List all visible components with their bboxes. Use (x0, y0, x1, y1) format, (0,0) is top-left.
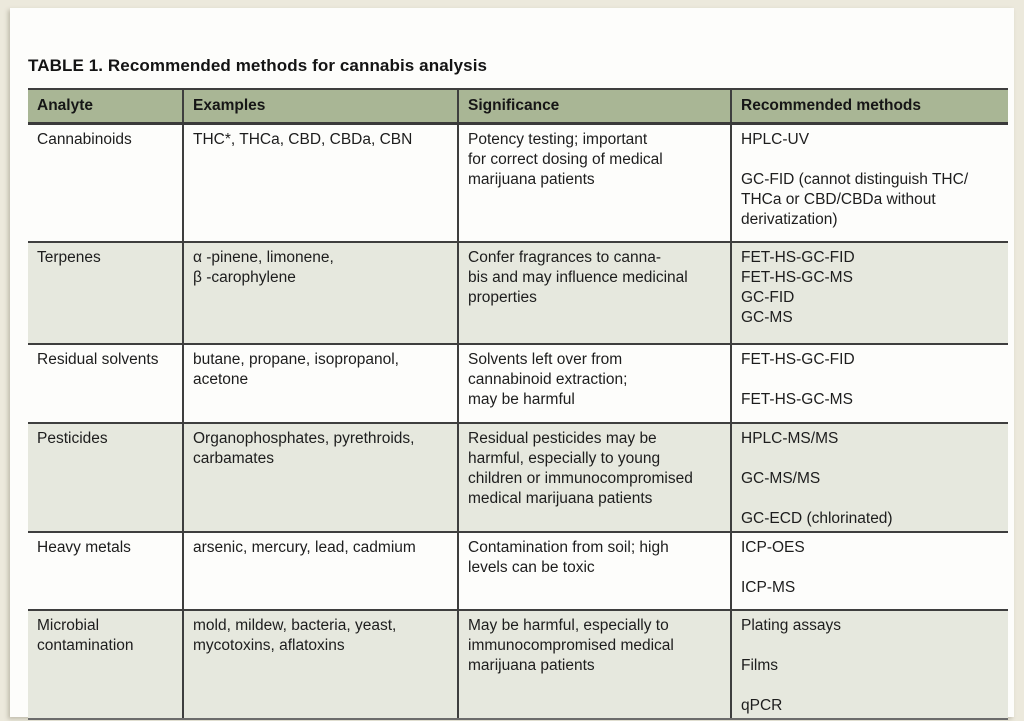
cell-analyte: Pesticides (28, 421, 183, 532)
cell-examples: mold, mildew, bacteria, yeast, mycotoxin… (182, 608, 458, 720)
table-row-heavy-metals: Heavy metals arsenic, mercury, lead, cad… (28, 530, 1008, 610)
cell-examples: α -pinene, limonene, β -carophylene (182, 240, 458, 344)
cell-methods: FET-HS-GC-FID FET-HS-GC-MS GC-FID GC-MS (730, 240, 1008, 344)
table-row-terpenes: Terpenes α -pinene, limonene, β -carophy… (28, 240, 1008, 344)
header-analyte: Analyte (28, 88, 183, 125)
cell-significance: Solvents left over from cannabinoid extr… (457, 342, 731, 423)
cell-analyte: Cannabinoids (37, 131, 132, 148)
table-title: TABLE 1. Recommended methods for cannabi… (28, 56, 488, 75)
cell-examples: butane, propane, isopropanol, acetone (182, 342, 458, 423)
cannabis-analysis-table: Analyte Examples Significance Recommende… (28, 88, 1008, 720)
table-row-pesticides: Pesticides Organophosphates, pyrethroids… (28, 421, 1008, 532)
header-significance: Significance (457, 88, 731, 125)
cell-significance: Potency testing; important for correct d… (457, 123, 731, 242)
cell-examples: THC*, THCa, CBD, CBDa, CBN (182, 123, 458, 242)
cell-significance: Confer fragrances to canna- bis and may … (457, 240, 731, 344)
table-header-row: Analyte Examples Significance Recommende… (28, 88, 1008, 125)
cell-methods: Plating assays Films qPCR (730, 608, 1008, 720)
cell-examples: arsenic, mercury, lead, cadmium (182, 530, 458, 610)
cell-methods: HPLC-UV GC-FID (cannot distinguish THC/ … (730, 123, 1008, 242)
document-page: TABLE 1. Recommended methods for cannabi… (10, 8, 1014, 720)
header-examples: Examples (182, 88, 458, 125)
header-recommended-methods: Recommended methods (730, 88, 1008, 125)
table-row-residual-solvents: Residual solvents butane, propane, isopr… (28, 342, 1008, 423)
cell-analyte: Microbial contamination (28, 608, 183, 720)
cell-analyte: Residual solvents (28, 342, 183, 423)
cell-methods: FET-HS-GC-FID FET-HS-GC-MS (730, 342, 1008, 423)
cell-methods: HPLC-MS/MS GC-MS/MS GC-ECD (chlorinated) (730, 421, 1008, 532)
cell-significance: May be harmful, especially to immunocomp… (457, 608, 731, 720)
cell-analyte: Terpenes (28, 240, 183, 344)
cell-significance: Residual pesticides may be harmful, espe… (457, 421, 731, 532)
table-row-cannabinoids: Cannabinoids THC*, THCa, CBD, CBDa, CBN … (28, 123, 1008, 242)
table-row-microbial-contamination: Microbial contamination mold, mildew, ba… (28, 608, 1008, 720)
cell-analyte: Heavy metals (28, 530, 183, 610)
cell-examples: Organophosphates, pyrethroids, carbamate… (182, 421, 458, 532)
cell-significance: Contamination from soil; high levels can… (457, 530, 731, 610)
cell-methods: ICP-OES ICP-MS (730, 530, 1008, 610)
